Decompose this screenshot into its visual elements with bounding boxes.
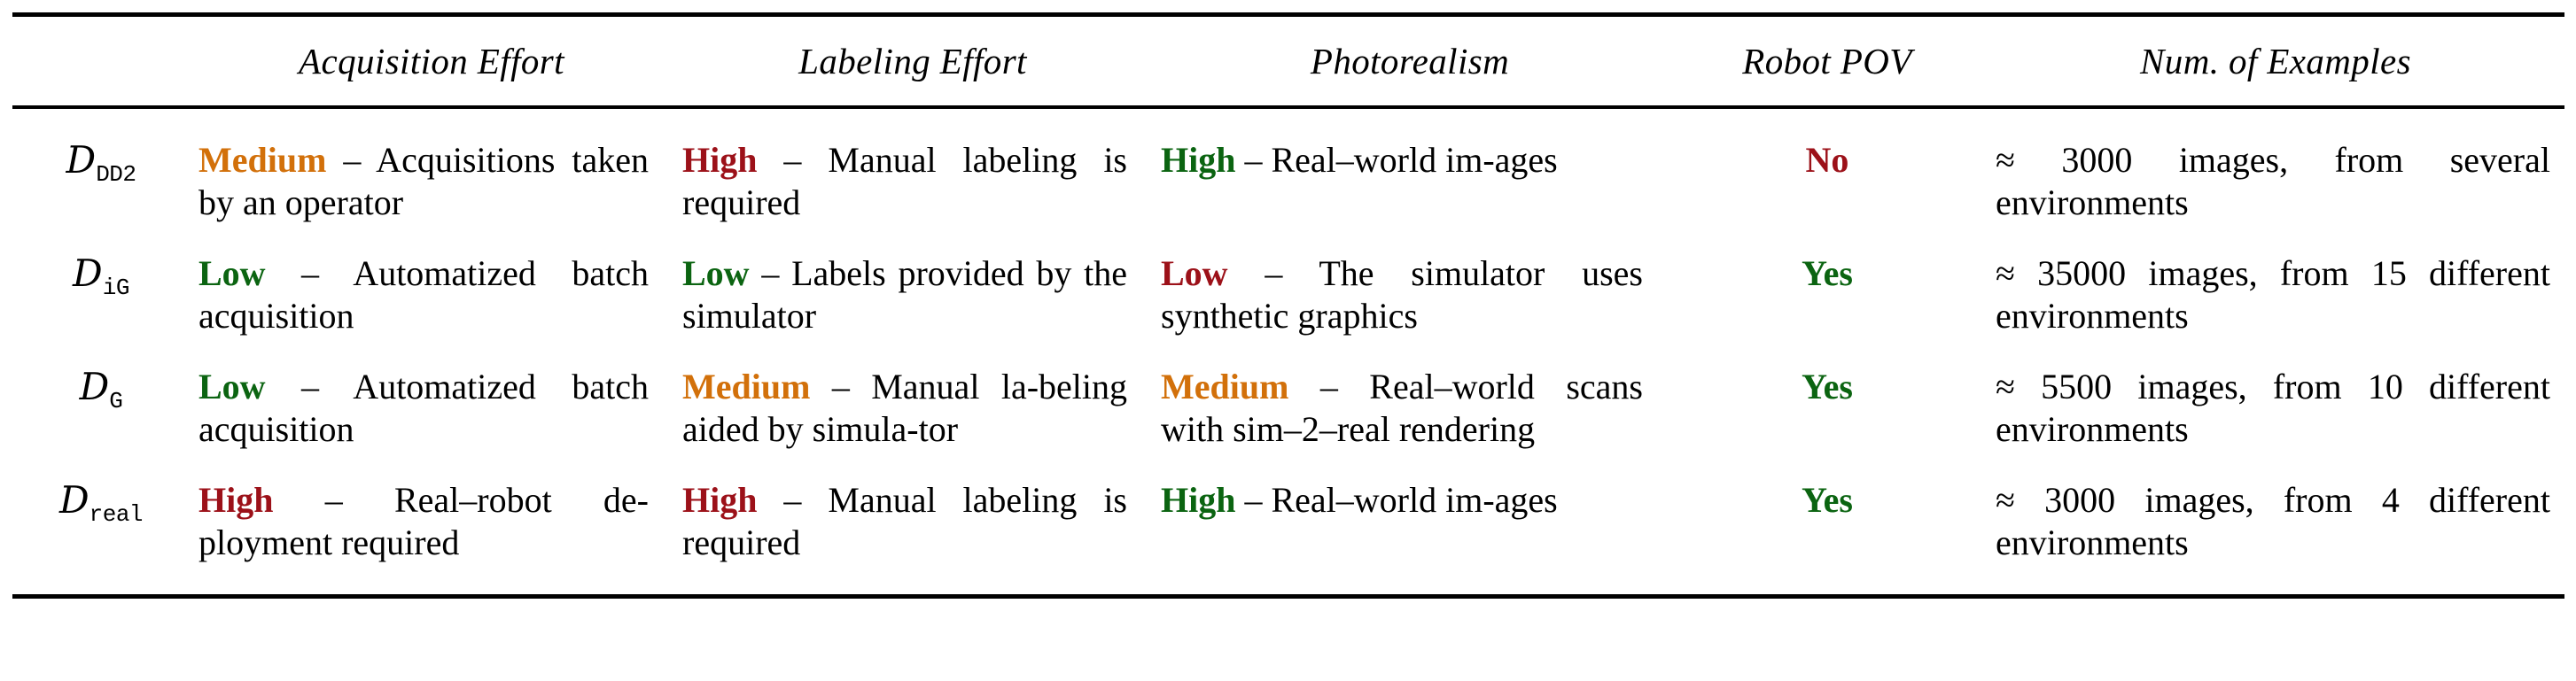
table-header: Acquisition Effort Labeling Effort Photo… (12, 14, 2564, 108)
cell-num-examples: ≈ 3000 images, from several environments (1996, 140, 2550, 222)
table-row: DiG Low – Automatized batch acquisition Lo… (12, 233, 2564, 346)
mathcal-d-symbol: D (79, 365, 110, 408)
cell-description: – Automatized batch acquisition (198, 367, 649, 449)
level-badge: Low (1161, 253, 1228, 293)
column-header-photorealism: Photorealism (1310, 41, 1510, 81)
cell-description: – Manual la-​beling aided by simula-​tor (682, 367, 1127, 449)
cell-num-examples: ≈ 3000 images, from 4 different environm… (1996, 480, 2550, 562)
cell-description: – The simulator uses synthetic graphics (1161, 253, 1643, 336)
rule-segment (190, 597, 673, 600)
column-header-row-label (12, 15, 190, 108)
robot-pov-value: Yes (1802, 367, 1853, 406)
level-badge: Medium (198, 140, 327, 180)
cell-robot-pov: Yes (1668, 460, 1987, 597)
mathcal-d-symbol: D (58, 478, 89, 522)
level-badge: High (1161, 140, 1236, 180)
cell-labeling-effort: High – Manual labeling is required (673, 107, 1152, 233)
row-label-dataset: DiG (12, 233, 190, 346)
dataset-comparison-table: Acquisition Effort Labeling Effort Photo… (12, 12, 2564, 600)
level-badge: High (682, 480, 758, 520)
table-row: DG Low – Automatized batch acquisition Med… (12, 346, 2564, 460)
row-label-subscript: G (109, 388, 123, 414)
cell-description: – Real–world scans with sim–2–real rende… (1161, 367, 1643, 449)
cell-acquisition-effort: Low – Automatized batch acquisition (190, 346, 673, 460)
cell-robot-pov: No (1668, 107, 1987, 233)
level-badge: Low (682, 253, 750, 293)
row-label-subscript: iG (102, 275, 130, 301)
level-badge: Low (198, 253, 266, 293)
cell-photorealism: High – Real–world im-​ages (1152, 107, 1668, 233)
cell-num-examples: ≈ 5500 images, from 10 different environ… (1996, 367, 2550, 449)
cell-description: – Real–world im-​ages (1235, 140, 1558, 180)
comparison-table-container: Acquisition Effort Labeling Effort Photo… (12, 12, 2564, 600)
robot-pov-value: No (1805, 140, 1849, 180)
level-badge: Medium (682, 367, 811, 406)
table-body: DDD2 Medium – Acquisitions taken by an op… (12, 107, 2564, 600)
level-badge: Medium (1161, 367, 1289, 406)
row-label-dataset: Dreal (12, 460, 190, 597)
cell-labeling-effort: High – Manual labeling is required (673, 460, 1152, 597)
table-row: DDD2 Medium – Acquisitions taken by an op… (12, 107, 2564, 233)
mathcal-d-symbol: D (66, 138, 97, 182)
cell-description: – Manual labeling is required (682, 480, 1127, 562)
cell-labeling-effort: Medium – Manual la-​beling aided by simu… (673, 346, 1152, 460)
rule-segment (673, 597, 1152, 600)
cell-description: – Automatized batch acquisition (198, 253, 649, 336)
row-label-subscript: real (89, 501, 144, 528)
column-header-num-examples: Num. of Examples (2140, 41, 2411, 81)
level-badge: High (1161, 480, 1236, 520)
row-label-subscript: DD2 (96, 161, 136, 188)
cell-description: – Acquisitions taken by an operator (198, 140, 649, 222)
cell-robot-pov: Yes (1668, 346, 1987, 460)
mathcal-d-symbol: D (73, 252, 103, 295)
robot-pov-value: Yes (1802, 253, 1853, 293)
row-label-dataset: DG (12, 346, 190, 460)
cell-description: – Labels provided by the simulator (682, 253, 1127, 336)
cell-description: – Real–robot de-​ployment required (198, 480, 649, 562)
cell-robot-pov: Yes (1668, 233, 1987, 346)
cell-photorealism: High – Real–world im-​ages (1152, 460, 1668, 597)
cell-num-examples: ≈ 35000 images, from 15 different enviro… (1996, 253, 2550, 336)
table-bottom-rule (12, 596, 2564, 600)
column-header-acquisition-effort: Acquisition Effort (299, 41, 564, 81)
cell-description: – Manual labeling is required (682, 140, 1127, 222)
column-header-robot-pov: Robot POV (1742, 41, 1912, 81)
cell-acquisition-effort: Low – Automatized batch acquisition (190, 233, 673, 346)
rule-segment (1987, 597, 2564, 600)
cell-photorealism: Low – The simulator uses synthetic graph… (1152, 233, 1668, 346)
row-label-dataset: DDD2 (12, 107, 190, 233)
level-badge: High (198, 480, 274, 520)
cell-description: – Real–world im-​ages (1235, 480, 1558, 520)
level-badge: Low (198, 367, 266, 406)
cell-photorealism: Medium – Real–world scans with sim–2–rea… (1152, 346, 1668, 460)
level-badge: High (682, 140, 758, 180)
table-row: Dreal High – Real–robot de-​ployment requ… (12, 460, 2564, 597)
rule-segment (1152, 597, 1668, 600)
column-header-labeling-effort: Labeling Effort (798, 41, 1027, 81)
robot-pov-value: Yes (1802, 480, 1853, 520)
rule-segment (12, 597, 190, 600)
cell-acquisition-effort: Medium – Acquisitions taken by an operat… (190, 107, 673, 233)
cell-acquisition-effort: High – Real–robot de-​ployment required (190, 460, 673, 597)
cell-labeling-effort: Low – Labels provided by the simulator (673, 233, 1152, 346)
rule-segment (1668, 597, 1987, 600)
table-header-row: Acquisition Effort Labeling Effort Photo… (12, 14, 2564, 108)
